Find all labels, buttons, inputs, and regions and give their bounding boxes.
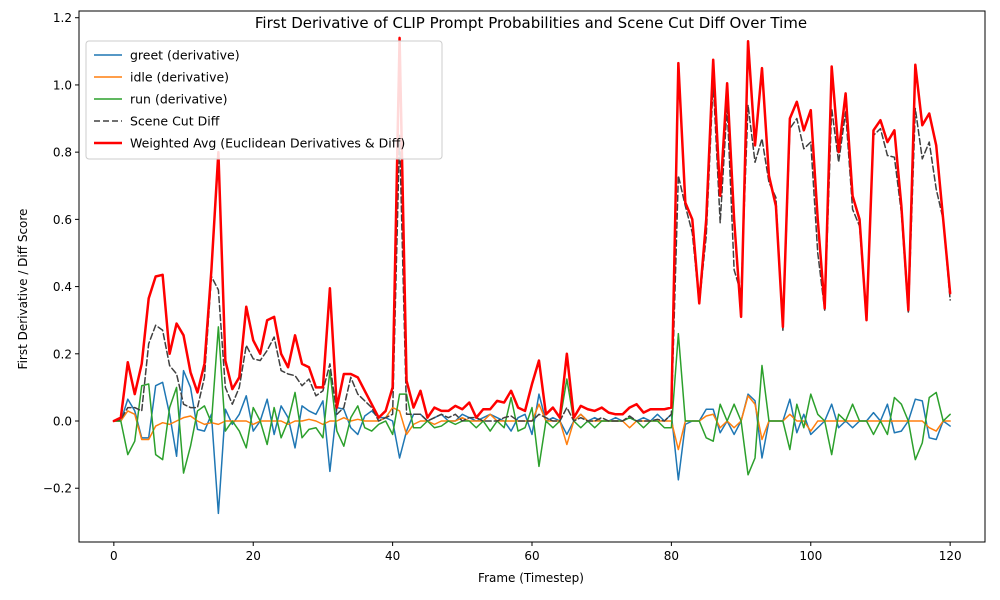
plot-area: 0 20 40 60 80 100 120 −0.2 0.0 0.2 0.4 0.6 0.8 1.0 1.2 (43, 10, 986, 563)
y-tick-label: 1.2 (53, 11, 72, 25)
legend-label: run (derivative) (130, 92, 227, 107)
x-tick-label: 0 (110, 549, 118, 563)
legend-label: Scene Cut Diff (130, 114, 220, 129)
legend-box (85, 40, 443, 160)
series-line-0 (113, 369, 951, 515)
y-tick-label: 0.8 (53, 146, 72, 160)
y-tick-label: −0.2 (43, 482, 72, 496)
x-tick-label: 120 (939, 549, 962, 563)
x-tick-label: 20 (246, 549, 261, 563)
series-line-2 (113, 326, 951, 476)
y-tick-label: 0.0 (53, 415, 72, 429)
legend: greet (derivative) idle (derivative) run (… (85, 40, 443, 160)
x-axis-label: Frame (Timestep) (478, 571, 584, 585)
x-tick-label: 60 (524, 549, 539, 563)
y-tick-label: 0.2 (53, 347, 72, 361)
series-line-4 (112, 36, 952, 423)
x-tick-label: 80 (664, 549, 679, 563)
y-tick-label: 1.0 (53, 78, 72, 92)
x-tick-label: 100 (799, 549, 822, 563)
y-tick-label: 0.6 (53, 213, 72, 227)
legend-label: greet (derivative) (130, 48, 240, 63)
x-tick-label: 40 (385, 549, 400, 563)
legend-label: idle (derivative) (130, 70, 229, 85)
y-axis-label: First Derivative / Diff Score (16, 209, 30, 370)
series-line-3 (113, 80, 951, 422)
chart-title: First Derivative of CLIP Prompt Probabil… (255, 14, 807, 32)
y-tick-label: 0.4 (53, 280, 72, 294)
legend-label: Weighted Avg (Euclidean Derivatives & Di… (130, 136, 405, 151)
